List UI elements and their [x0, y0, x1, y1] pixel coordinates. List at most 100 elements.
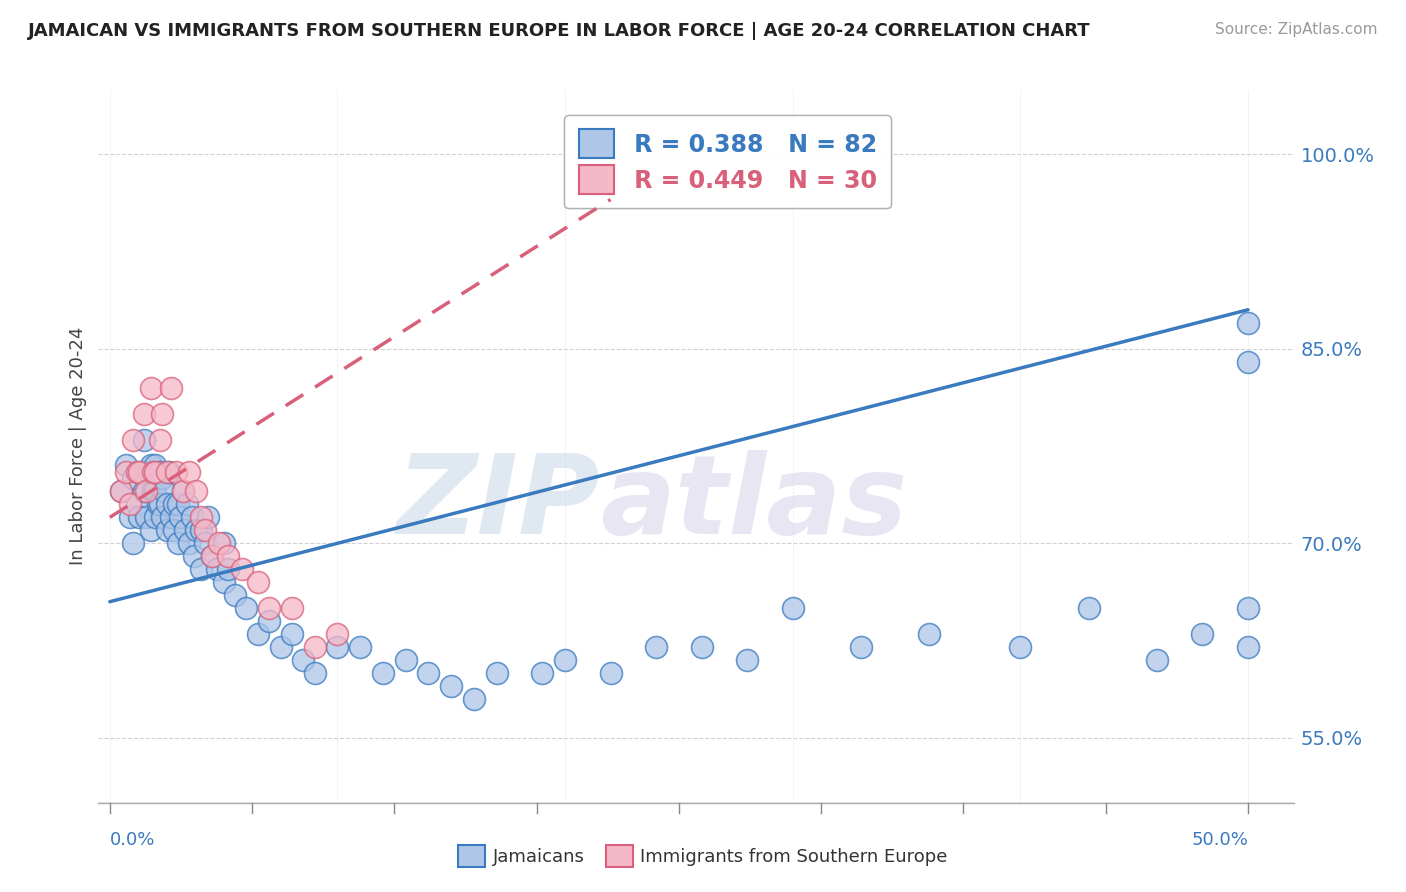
Point	[371, 666, 394, 681]
Point	[246, 575, 269, 590]
Point	[690, 640, 713, 654]
Point	[167, 536, 190, 550]
Point	[110, 484, 132, 499]
Point	[179, 465, 201, 479]
Point	[156, 465, 179, 479]
Point	[153, 484, 176, 499]
Point	[281, 627, 304, 641]
Point	[782, 601, 804, 615]
Point	[138, 465, 160, 479]
Point	[463, 692, 485, 706]
Point	[183, 549, 205, 564]
Point	[186, 484, 208, 499]
Point	[169, 510, 191, 524]
Point	[139, 458, 162, 473]
Point	[176, 497, 198, 511]
Point	[172, 484, 194, 499]
Point	[143, 484, 166, 499]
Point	[121, 433, 143, 447]
Point	[849, 640, 872, 654]
Point	[349, 640, 371, 654]
Point	[150, 471, 173, 485]
Point	[149, 497, 172, 511]
Point	[143, 465, 166, 479]
Point	[174, 524, 197, 538]
Point	[735, 653, 758, 667]
Point	[217, 549, 239, 564]
Text: ZIP: ZIP	[396, 450, 600, 557]
Point	[1237, 354, 1260, 368]
Point	[235, 601, 257, 615]
Point	[190, 524, 212, 538]
Point	[281, 601, 304, 615]
Point	[142, 484, 165, 499]
Point	[208, 536, 231, 550]
Legend: Jamaicans, Immigrants from Southern Europe: Jamaicans, Immigrants from Southern Euro…	[451, 838, 955, 874]
Point	[194, 536, 217, 550]
Point	[531, 666, 554, 681]
Point	[127, 497, 149, 511]
Point	[132, 484, 155, 499]
Point	[1077, 601, 1099, 615]
Point	[149, 433, 172, 447]
Point	[114, 458, 136, 473]
Point	[197, 510, 219, 524]
Point	[217, 562, 239, 576]
Point	[190, 510, 212, 524]
Point	[156, 497, 179, 511]
Point	[645, 640, 668, 654]
Point	[180, 510, 202, 524]
Point	[440, 679, 463, 693]
Text: 0.0%: 0.0%	[110, 831, 155, 849]
Point	[304, 666, 326, 681]
Point	[1146, 653, 1168, 667]
Point	[128, 465, 150, 479]
Point	[1010, 640, 1032, 654]
Point	[132, 407, 155, 421]
Point	[257, 614, 280, 628]
Point	[110, 484, 132, 499]
Point	[304, 640, 326, 654]
Point	[194, 524, 217, 538]
Point	[190, 562, 212, 576]
Text: Source: ZipAtlas.com: Source: ZipAtlas.com	[1215, 22, 1378, 37]
Point	[1237, 316, 1260, 330]
Point	[212, 575, 235, 590]
Point	[156, 524, 179, 538]
Point	[292, 653, 315, 667]
Point	[270, 640, 292, 654]
Point	[121, 536, 143, 550]
Point	[257, 601, 280, 615]
Point	[201, 549, 224, 564]
Point	[143, 510, 166, 524]
Text: 50.0%: 50.0%	[1191, 831, 1249, 849]
Point	[127, 465, 149, 479]
Point	[120, 497, 142, 511]
Point	[162, 497, 184, 511]
Point	[554, 653, 576, 667]
Point	[1237, 601, 1260, 615]
Point	[150, 407, 173, 421]
Point	[418, 666, 440, 681]
Text: JAMAICAN VS IMMIGRANTS FROM SOUTHERN EUROPE IN LABOR FORCE | AGE 20-24 CORRELATI: JAMAICAN VS IMMIGRANTS FROM SOUTHERN EUR…	[28, 22, 1091, 40]
Point	[599, 666, 621, 681]
Point	[114, 465, 136, 479]
Point	[142, 465, 165, 479]
Point	[1191, 627, 1213, 641]
Point	[120, 510, 142, 524]
Point	[150, 510, 173, 524]
Point	[135, 510, 157, 524]
Point	[186, 524, 208, 538]
Point	[485, 666, 508, 681]
Point	[146, 497, 169, 511]
Point	[167, 497, 190, 511]
Point	[212, 536, 235, 550]
Point	[143, 458, 166, 473]
Point	[128, 510, 150, 524]
Point	[231, 562, 253, 576]
Text: atlas: atlas	[600, 450, 908, 557]
Point	[326, 640, 349, 654]
Point	[205, 562, 228, 576]
Point	[172, 484, 194, 499]
Legend:  R = 0.388   N = 82,  R = 0.449   N = 30: R = 0.388 N = 82, R = 0.449 N = 30	[564, 115, 891, 209]
